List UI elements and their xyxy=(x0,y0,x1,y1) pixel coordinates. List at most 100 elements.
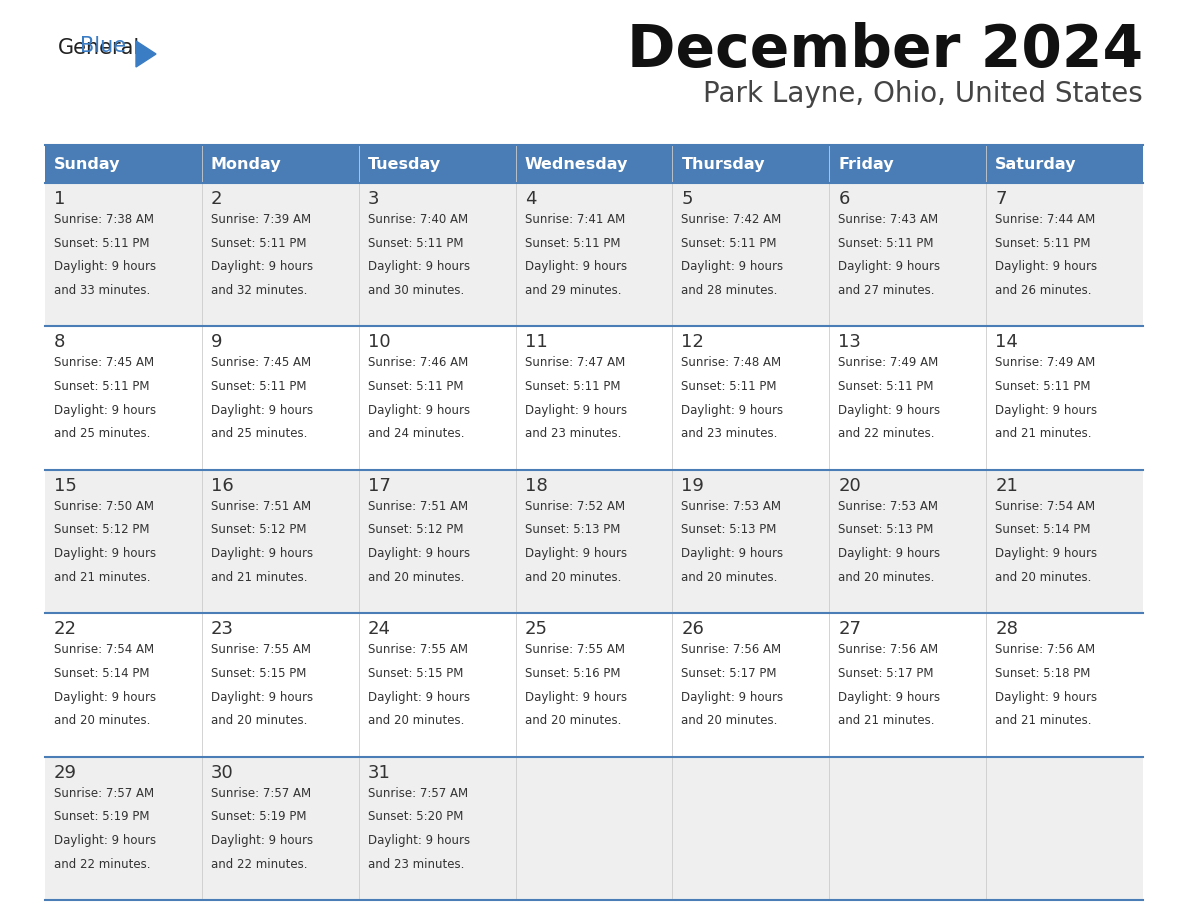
Text: 12: 12 xyxy=(682,333,704,352)
Text: and 26 minutes.: and 26 minutes. xyxy=(996,284,1092,297)
Text: and 20 minutes.: and 20 minutes. xyxy=(682,714,778,727)
Text: Sunrise: 7:44 AM: Sunrise: 7:44 AM xyxy=(996,213,1095,226)
Text: and 20 minutes.: and 20 minutes. xyxy=(53,714,151,727)
Text: Sunrise: 7:56 AM: Sunrise: 7:56 AM xyxy=(996,644,1095,656)
Text: Daylight: 9 hours: Daylight: 9 hours xyxy=(525,547,627,560)
Text: and 21 minutes.: and 21 minutes. xyxy=(996,714,1092,727)
Text: Sunset: 5:11 PM: Sunset: 5:11 PM xyxy=(839,237,934,250)
Text: 25: 25 xyxy=(525,621,548,638)
Text: Sunset: 5:11 PM: Sunset: 5:11 PM xyxy=(682,237,777,250)
Text: Sunrise: 7:53 AM: Sunrise: 7:53 AM xyxy=(839,499,939,513)
Text: Daylight: 9 hours: Daylight: 9 hours xyxy=(839,690,941,703)
Text: Sunset: 5:11 PM: Sunset: 5:11 PM xyxy=(525,380,620,393)
Text: Sunrise: 7:57 AM: Sunrise: 7:57 AM xyxy=(53,787,154,800)
Text: Daylight: 9 hours: Daylight: 9 hours xyxy=(368,261,469,274)
Text: Daylight: 9 hours: Daylight: 9 hours xyxy=(839,547,941,560)
Bar xyxy=(516,145,672,183)
Bar xyxy=(829,470,986,613)
Text: 31: 31 xyxy=(368,764,391,781)
Text: Sunset: 5:14 PM: Sunset: 5:14 PM xyxy=(53,666,150,680)
Text: Sunset: 5:13 PM: Sunset: 5:13 PM xyxy=(525,523,620,536)
Text: and 21 minutes.: and 21 minutes. xyxy=(210,571,308,584)
Bar xyxy=(202,327,359,470)
Text: Sunrise: 7:57 AM: Sunrise: 7:57 AM xyxy=(368,787,468,800)
Text: and 29 minutes.: and 29 minutes. xyxy=(525,284,621,297)
Text: and 21 minutes.: and 21 minutes. xyxy=(53,571,151,584)
Text: Sunset: 5:13 PM: Sunset: 5:13 PM xyxy=(839,523,934,536)
Text: Sunset: 5:12 PM: Sunset: 5:12 PM xyxy=(53,523,150,536)
Text: 26: 26 xyxy=(682,621,704,638)
Text: Tuesday: Tuesday xyxy=(368,156,441,172)
Bar xyxy=(516,756,672,900)
Text: and 33 minutes.: and 33 minutes. xyxy=(53,284,150,297)
Text: and 27 minutes.: and 27 minutes. xyxy=(839,284,935,297)
Text: Daylight: 9 hours: Daylight: 9 hours xyxy=(53,547,156,560)
Bar xyxy=(986,183,1143,327)
Text: Sunrise: 7:55 AM: Sunrise: 7:55 AM xyxy=(525,644,625,656)
Text: Sunday: Sunday xyxy=(53,156,120,172)
Bar xyxy=(672,470,829,613)
Text: Sunset: 5:11 PM: Sunset: 5:11 PM xyxy=(525,237,620,250)
Text: Blue: Blue xyxy=(80,36,126,56)
Bar xyxy=(986,327,1143,470)
Text: 30: 30 xyxy=(210,764,234,781)
Bar xyxy=(516,183,672,327)
Text: and 23 minutes.: and 23 minutes. xyxy=(368,857,465,870)
Text: and 20 minutes.: and 20 minutes. xyxy=(839,571,935,584)
Text: 5: 5 xyxy=(682,190,693,208)
Text: 11: 11 xyxy=(525,333,548,352)
Text: Daylight: 9 hours: Daylight: 9 hours xyxy=(525,261,627,274)
Text: Sunset: 5:20 PM: Sunset: 5:20 PM xyxy=(368,811,463,823)
Text: Sunrise: 7:40 AM: Sunrise: 7:40 AM xyxy=(368,213,468,226)
Bar xyxy=(45,183,202,327)
Text: Daylight: 9 hours: Daylight: 9 hours xyxy=(53,690,156,703)
Text: Sunset: 5:11 PM: Sunset: 5:11 PM xyxy=(53,237,150,250)
Bar xyxy=(672,145,829,183)
Text: Sunset: 5:15 PM: Sunset: 5:15 PM xyxy=(210,666,307,680)
Bar xyxy=(45,613,202,756)
Text: Sunset: 5:17 PM: Sunset: 5:17 PM xyxy=(682,666,777,680)
Bar xyxy=(986,470,1143,613)
Text: Saturday: Saturday xyxy=(996,156,1076,172)
Text: 3: 3 xyxy=(368,190,379,208)
Text: Friday: Friday xyxy=(839,156,893,172)
Text: Sunrise: 7:41 AM: Sunrise: 7:41 AM xyxy=(525,213,625,226)
Text: Sunset: 5:13 PM: Sunset: 5:13 PM xyxy=(682,523,777,536)
Text: Sunrise: 7:54 AM: Sunrise: 7:54 AM xyxy=(996,499,1095,513)
Text: Monday: Monday xyxy=(210,156,282,172)
Text: Sunrise: 7:38 AM: Sunrise: 7:38 AM xyxy=(53,213,154,226)
Text: Daylight: 9 hours: Daylight: 9 hours xyxy=(53,834,156,847)
Text: Sunset: 5:11 PM: Sunset: 5:11 PM xyxy=(53,380,150,393)
Text: Daylight: 9 hours: Daylight: 9 hours xyxy=(996,404,1098,417)
Text: 22: 22 xyxy=(53,621,77,638)
Text: Sunrise: 7:46 AM: Sunrise: 7:46 AM xyxy=(368,356,468,369)
Text: Daylight: 9 hours: Daylight: 9 hours xyxy=(210,404,312,417)
Text: and 23 minutes.: and 23 minutes. xyxy=(525,428,621,441)
Bar xyxy=(45,145,202,183)
Text: Daylight: 9 hours: Daylight: 9 hours xyxy=(682,690,784,703)
Bar xyxy=(986,145,1143,183)
Bar xyxy=(829,145,986,183)
Text: December 2024: December 2024 xyxy=(627,22,1143,79)
Text: 2: 2 xyxy=(210,190,222,208)
Text: Sunrise: 7:49 AM: Sunrise: 7:49 AM xyxy=(996,356,1095,369)
Text: Sunset: 5:11 PM: Sunset: 5:11 PM xyxy=(210,237,307,250)
Text: 17: 17 xyxy=(368,476,391,495)
Text: Sunset: 5:16 PM: Sunset: 5:16 PM xyxy=(525,666,620,680)
Bar xyxy=(202,470,359,613)
Bar xyxy=(359,470,516,613)
Text: Sunrise: 7:45 AM: Sunrise: 7:45 AM xyxy=(210,356,311,369)
Bar xyxy=(359,756,516,900)
Bar xyxy=(829,183,986,327)
Text: Sunrise: 7:48 AM: Sunrise: 7:48 AM xyxy=(682,356,782,369)
Text: 9: 9 xyxy=(210,333,222,352)
Text: Daylight: 9 hours: Daylight: 9 hours xyxy=(996,690,1098,703)
Text: Sunrise: 7:39 AM: Sunrise: 7:39 AM xyxy=(210,213,311,226)
Text: Sunrise: 7:53 AM: Sunrise: 7:53 AM xyxy=(682,499,782,513)
Text: 20: 20 xyxy=(839,476,861,495)
Text: 19: 19 xyxy=(682,476,704,495)
Text: Sunset: 5:14 PM: Sunset: 5:14 PM xyxy=(996,523,1091,536)
Text: Sunset: 5:19 PM: Sunset: 5:19 PM xyxy=(53,811,150,823)
Text: 16: 16 xyxy=(210,476,234,495)
Text: Sunset: 5:19 PM: Sunset: 5:19 PM xyxy=(210,811,307,823)
